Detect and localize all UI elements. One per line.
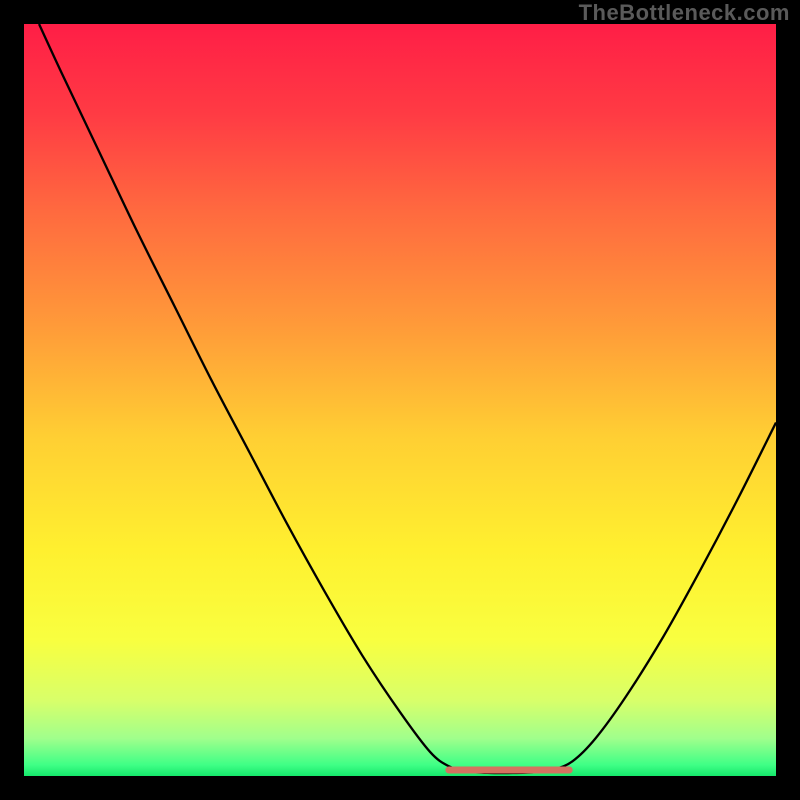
plot-background: [24, 24, 776, 776]
watermark-text: TheBottleneck.com: [579, 0, 790, 26]
chart-canvas: TheBottleneck.com: [0, 0, 800, 800]
bottleneck-curve-chart: [0, 0, 800, 800]
